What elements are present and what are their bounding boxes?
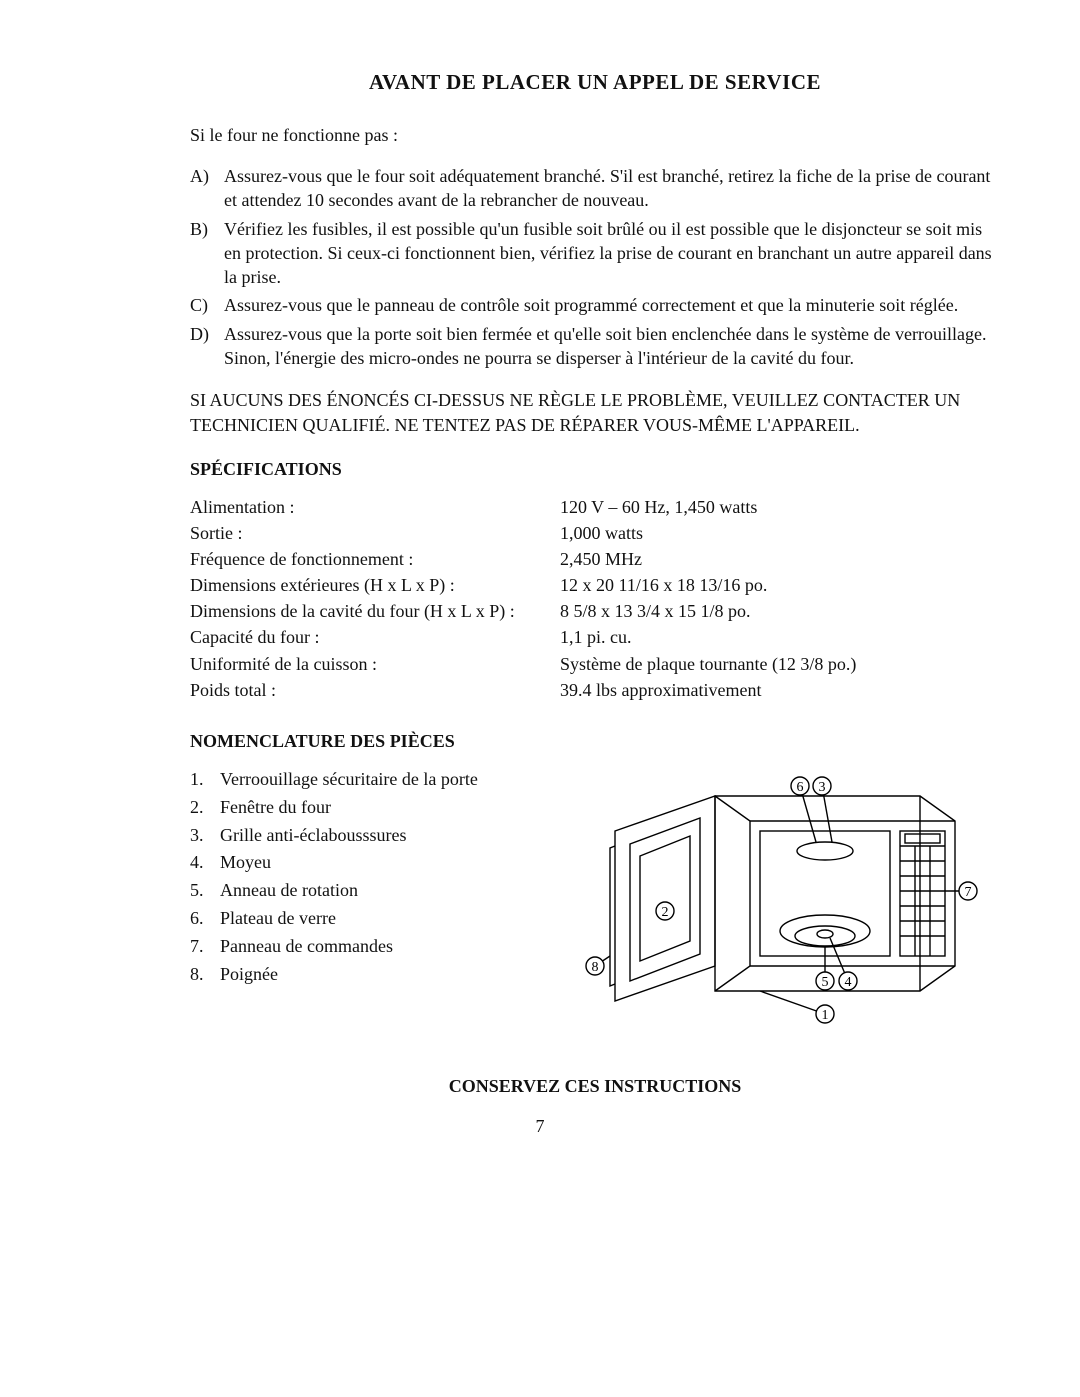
svg-text:4: 4	[845, 975, 852, 990]
spec-value: 12 x 20 11/16 x 18 13/16 po.	[560, 572, 1000, 598]
list-item: 8.Poignée	[190, 961, 520, 989]
spec-label: Alimentation :	[190, 494, 560, 520]
item-letter: B)	[190, 217, 224, 290]
svg-text:6: 6	[797, 780, 804, 795]
list-item: 1.Verroouillage sécuritaire de la porte	[190, 766, 520, 794]
part-num: 3.	[190, 822, 220, 850]
spec-value: 1,000 watts	[560, 520, 1000, 546]
list-item: 6.Plateau de verre	[190, 905, 520, 933]
parts-heading: NOMENCLATURE DES PIÈCES	[190, 731, 1000, 752]
list-item: 4.Moyeu	[190, 849, 520, 877]
svg-text:3: 3	[819, 780, 826, 795]
spec-value: 120 V – 60 Hz, 1,450 watts	[560, 494, 1000, 520]
list-item: 3.Grille anti-éclabousssures	[190, 822, 520, 850]
part-num: 2.	[190, 794, 220, 822]
part-num: 5.	[190, 877, 220, 905]
list-item: B) Vérifiez les fusibles, il est possibl…	[190, 217, 1000, 290]
part-num: 1.	[190, 766, 220, 794]
spec-table: Alimentation : Sortie : Fréquence de fon…	[190, 494, 1000, 703]
part-text: Panneau de commandes	[220, 933, 393, 961]
parts-list: 1.Verroouillage sécuritaire de la porte …	[190, 766, 520, 989]
spec-value: 39.4 lbs approximativement	[560, 677, 1000, 703]
part-num: 4.	[190, 849, 220, 877]
item-text: Assurez-vous que la porte soit bien ferm…	[224, 322, 1000, 371]
parts-and-diagram: 1.Verroouillage sécuritaire de la porte …	[190, 766, 1000, 1036]
item-text: Vérifiez les fusibles, il est possible q…	[224, 217, 1000, 290]
spec-label: Fréquence de fonctionnement :	[190, 546, 560, 572]
part-num: 6.	[190, 905, 220, 933]
part-text: Plateau de verre	[220, 905, 336, 933]
svg-text:7: 7	[965, 885, 972, 900]
spec-value: 1,1 pi. cu.	[560, 624, 1000, 650]
list-item: 5.Anneau de rotation	[190, 877, 520, 905]
lettered-list: A) Assurez-vous que le four soit adéquat…	[190, 164, 1000, 370]
spec-label: Sortie :	[190, 520, 560, 546]
spec-value: 8 5/8 x 13 3/4 x 15 1/8 po.	[560, 598, 1000, 624]
spec-heading: SPÉCIFICATIONS	[190, 459, 1000, 480]
page: AVANT DE PLACER UN APPEL DE SERVICE Si l…	[0, 0, 1080, 1397]
microwave-diagram: 1 2 3 4 5 6 7 8	[560, 766, 980, 1036]
item-letter: D)	[190, 322, 224, 371]
part-num: 8.	[190, 961, 220, 989]
page-number: 7	[0, 1116, 1080, 1137]
warning-text: SI AUCUNS DES ÉNONCÉS CI-DESSUS NE RÈGLE…	[190, 388, 1000, 437]
list-item: 2.Fenêtre du four	[190, 794, 520, 822]
svg-text:5: 5	[822, 975, 829, 990]
item-text: Assurez-vous que le panneau de contrôle …	[224, 293, 1000, 317]
spec-label: Capacité du four :	[190, 624, 560, 650]
footer-instruction: CONSERVEZ CES INSTRUCTIONS	[190, 1076, 1000, 1097]
spec-value: Système de plaque tournante (12 3/8 po.)	[560, 651, 1000, 677]
part-text: Grille anti-éclabousssures	[220, 822, 406, 850]
part-text: Verroouillage sécuritaire de la porte	[220, 766, 478, 794]
item-text: Assurez-vous que le four soit adéquateme…	[224, 164, 1000, 213]
spec-label: Uniformité de la cuisson :	[190, 651, 560, 677]
spec-label: Dimensions de la cavité du four (H x L x…	[190, 598, 560, 624]
svg-text:1: 1	[822, 1008, 829, 1023]
part-text: Poignée	[220, 961, 278, 989]
part-text: Fenêtre du four	[220, 794, 331, 822]
diagram-wrap: 1 2 3 4 5 6 7 8	[520, 766, 1000, 1036]
svg-text:8: 8	[592, 960, 599, 975]
list-item: D) Assurez-vous que la porte soit bien f…	[190, 322, 1000, 371]
spec-values: 120 V – 60 Hz, 1,450 watts 1,000 watts 2…	[560, 494, 1000, 703]
page-title: AVANT DE PLACER UN APPEL DE SERVICE	[190, 70, 1000, 95]
item-letter: A)	[190, 164, 224, 213]
spec-label: Poids total :	[190, 677, 560, 703]
part-text: Moyeu	[220, 849, 271, 877]
part-text: Anneau de rotation	[220, 877, 358, 905]
list-item: C) Assurez-vous que le panneau de contrô…	[190, 293, 1000, 317]
spec-value: 2,450 MHz	[560, 546, 1000, 572]
list-item: A) Assurez-vous que le four soit adéquat…	[190, 164, 1000, 213]
spec-label: Dimensions extérieures (H x L x P) :	[190, 572, 560, 598]
part-num: 7.	[190, 933, 220, 961]
intro-text: Si le four ne fonctionne pas :	[190, 125, 1000, 146]
list-item: 7.Panneau de commandes	[190, 933, 520, 961]
item-letter: C)	[190, 293, 224, 317]
spec-labels: Alimentation : Sortie : Fréquence de fon…	[190, 494, 560, 703]
svg-text:2: 2	[662, 905, 669, 920]
